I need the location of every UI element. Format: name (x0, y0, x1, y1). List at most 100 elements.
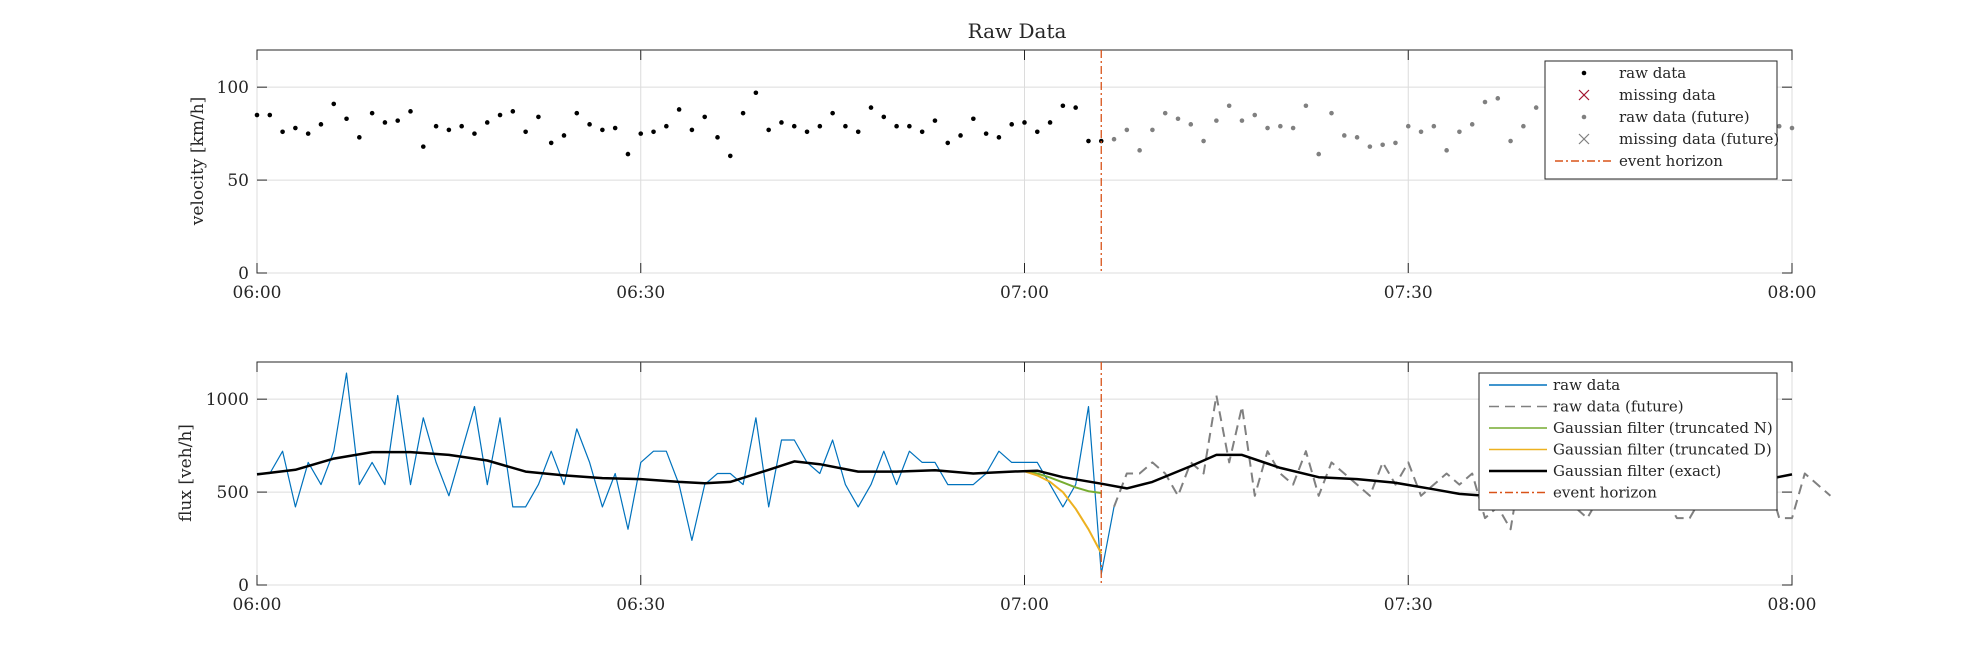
velocity-point-raw-data (497, 112, 503, 118)
velocity-point-raw-data (344, 116, 349, 122)
velocity-point-raw-data (382, 120, 388, 125)
velocity-point-raw-data (983, 131, 989, 136)
flux-x-tick-label: 06:30 (616, 595, 665, 615)
velocity-point-raw-data-future (1226, 103, 1232, 109)
velocity-point-raw-data (817, 123, 823, 129)
velocity-point-raw-data-future (1405, 123, 1411, 129)
velocity-legend-symbol (1578, 89, 1590, 101)
velocity-legend-symbol (1581, 114, 1587, 120)
flux-x-tick-label: 08:00 (1768, 595, 1817, 615)
velocity-point-raw-data (280, 129, 285, 135)
flux-series-raw-data (257, 372, 1115, 575)
velocity-point-raw-data (779, 120, 784, 125)
velocity-point-raw-data-future (1278, 123, 1283, 129)
velocity-point-raw-data (318, 122, 324, 127)
velocity-point-raw-data (357, 135, 362, 140)
velocity-point-raw-data-future (1137, 148, 1142, 153)
velocity-x-tick-label: 07:30 (1384, 283, 1433, 303)
flux-legend: raw data raw data (future) Gaussian filter… (1478, 372, 1778, 511)
velocity-point-raw-data-future (1533, 105, 1539, 110)
velocity-point-raw-data (894, 123, 899, 129)
velocity-point-raw-data (958, 133, 963, 138)
velocity-point-raw-data-future (1495, 96, 1501, 101)
flux-legend-label: event horizon (1553, 484, 1657, 502)
velocity-point-raw-data (293, 125, 298, 131)
flux-y-tick-label: 1000 (206, 390, 249, 410)
velocity-point-raw-data (446, 127, 452, 133)
velocity-point-raw-data (791, 123, 797, 129)
velocity-point-raw-data (727, 153, 733, 159)
velocity-point-raw-data-future (1341, 133, 1347, 138)
velocity-point-raw-data (600, 127, 605, 133)
velocity-x-tick-label: 08:00 (1768, 283, 1817, 303)
flux-x-tick-label: 07:30 (1384, 595, 1433, 615)
velocity-point-raw-data (919, 129, 925, 135)
velocity-point-raw-data (1086, 138, 1091, 144)
velocity-point-raw-data (766, 127, 771, 133)
velocity-point-raw-data (625, 151, 631, 157)
velocity-legend-label: missing data (future) (1619, 130, 1779, 148)
velocity-point-raw-data (433, 123, 439, 129)
velocity-point-raw-data (1034, 129, 1040, 135)
velocity-point-raw-data (472, 131, 477, 136)
velocity-point-raw-data (395, 118, 401, 123)
flux-legend-box (1478, 372, 1778, 511)
flux-legend-label: raw data (1553, 376, 1620, 394)
velocity-axes: 06:00 06:30 07:00 07:30 08:00 0 50 100 (217, 50, 1817, 303)
velocity-point-raw-data-future (1252, 112, 1258, 118)
velocity-point-raw-data (536, 114, 541, 120)
velocity-point-raw-data (420, 144, 426, 149)
velocity-point-raw-data-future (1482, 99, 1488, 105)
velocity-y-tick-label: 100 (217, 78, 249, 98)
velocity-point-raw-data (1009, 122, 1015, 127)
velocity-point-raw-data (676, 107, 682, 112)
velocity-point-raw-data (881, 114, 887, 120)
velocity-point-raw-data-future (1393, 140, 1398, 146)
velocity-point-raw-data (612, 125, 618, 131)
velocity-point-raw-data-future (1214, 118, 1219, 123)
flux-axes: 06:00 06:30 07:00 07:30 08:00 0 500 1000 (206, 362, 1817, 615)
flux-y-tick-label: 500 (217, 483, 249, 503)
velocity-point-raw-data-future (1239, 118, 1245, 123)
velocity-chart: 06:00 06:30 07:00 07:30 08:00 0 50 100 velocity… (188, 49, 1817, 303)
velocity-point-raw-data (1060, 103, 1066, 109)
velocity-point-raw-data (843, 123, 848, 129)
flux-series-gaussian-filter-truncated-d (1024, 470, 1103, 554)
velocity-point-raw-data (971, 116, 976, 122)
velocity-point-raw-data (1073, 105, 1078, 110)
velocity-legend-symbol (1581, 70, 1587, 76)
velocity-point-raw-data (484, 120, 490, 125)
velocity-point-raw-data-future (1201, 138, 1206, 144)
velocity-point-raw-data (830, 110, 835, 116)
velocity-point-raw-data (740, 110, 746, 116)
velocity-point-raw-data-future (1776, 123, 1782, 129)
velocity-y-axis-label: velocity [km/h] (188, 97, 208, 227)
velocity-point-raw-data (664, 123, 669, 129)
velocity-point-raw-data-future (1124, 127, 1130, 133)
velocity-point-raw-data (651, 129, 656, 135)
velocity-point-raw-data (408, 109, 413, 114)
velocity-point-raw-data-future (1354, 135, 1360, 140)
velocity-point-raw-data (574, 110, 580, 116)
velocity-point-raw-data (1047, 120, 1053, 125)
flux-series-gaussian-filter-truncated-n (1024, 469, 1102, 494)
velocity-y-tick-label: 50 (227, 171, 249, 191)
velocity-point-raw-data-future (1303, 103, 1309, 109)
velocity-point-raw-data-future (1521, 123, 1526, 129)
velocity-point-raw-data (932, 118, 938, 123)
velocity-y-tick-label: 0 (238, 264, 249, 284)
velocity-point-raw-data (638, 131, 644, 136)
velocity-point-raw-data (945, 140, 951, 146)
velocity-point-raw-data (254, 112, 260, 118)
velocity-point-raw-data (523, 129, 528, 135)
velocity-point-raw-data-future (1789, 125, 1795, 131)
velocity-legend-box (1544, 60, 1778, 180)
velocity-legend-label: missing data (1619, 86, 1716, 104)
velocity-x-tick-label: 06:00 (233, 283, 282, 303)
velocity-point-raw-data (715, 135, 720, 140)
velocity-point-raw-data-future (1111, 136, 1117, 142)
velocity-point-raw-data-future (1508, 138, 1513, 144)
flux-legend-label: Gaussian filter (truncated N) (1553, 419, 1773, 437)
velocity-legend-label: raw data (future) (1619, 108, 1750, 126)
